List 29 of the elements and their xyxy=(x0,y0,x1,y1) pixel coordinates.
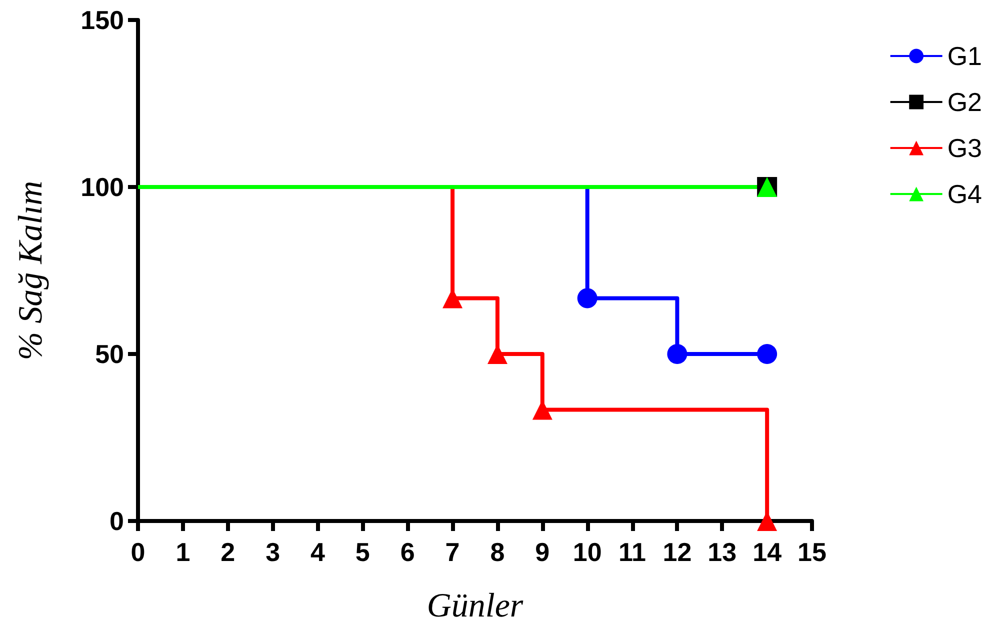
x-tick-label: 4 xyxy=(310,537,326,567)
x-tick-label: 13 xyxy=(708,537,737,567)
point xyxy=(577,288,598,308)
y-tick-label: 0 xyxy=(110,506,124,536)
point xyxy=(757,344,778,364)
x-tick-label: 7 xyxy=(445,537,460,567)
x-tick-label: 12 xyxy=(662,537,692,567)
x-axis-title: Günler xyxy=(426,588,524,624)
x-tick-label: 0 xyxy=(130,537,146,567)
y-tick-label: 100 xyxy=(80,172,124,202)
x-tick-label: 9 xyxy=(535,537,550,567)
x-tick-label: 5 xyxy=(355,537,370,567)
x-tick-label: 2 xyxy=(220,537,236,567)
y-tick-label: 150 xyxy=(80,5,124,35)
x-tick-label: 3 xyxy=(266,537,280,567)
x-tick-label: 15 xyxy=(798,537,826,567)
x-tick-label: 10 xyxy=(572,537,602,567)
y-tick-label: 50 xyxy=(95,339,124,369)
x-tick-label: 6 xyxy=(400,537,415,567)
legend-label: G2 xyxy=(947,87,982,117)
x-tick-label: 11 xyxy=(618,537,646,567)
legend-label: G1 xyxy=(947,41,982,71)
x-tick-label: 14 xyxy=(752,537,782,567)
legend-label: G4 xyxy=(947,179,982,209)
x-tick-label: 8 xyxy=(490,537,505,567)
x-tick-label: 1 xyxy=(176,537,190,567)
legend-label: G3 xyxy=(947,133,982,163)
point xyxy=(667,344,688,364)
y-axis-title: % Sağ Kalım xyxy=(12,180,50,360)
